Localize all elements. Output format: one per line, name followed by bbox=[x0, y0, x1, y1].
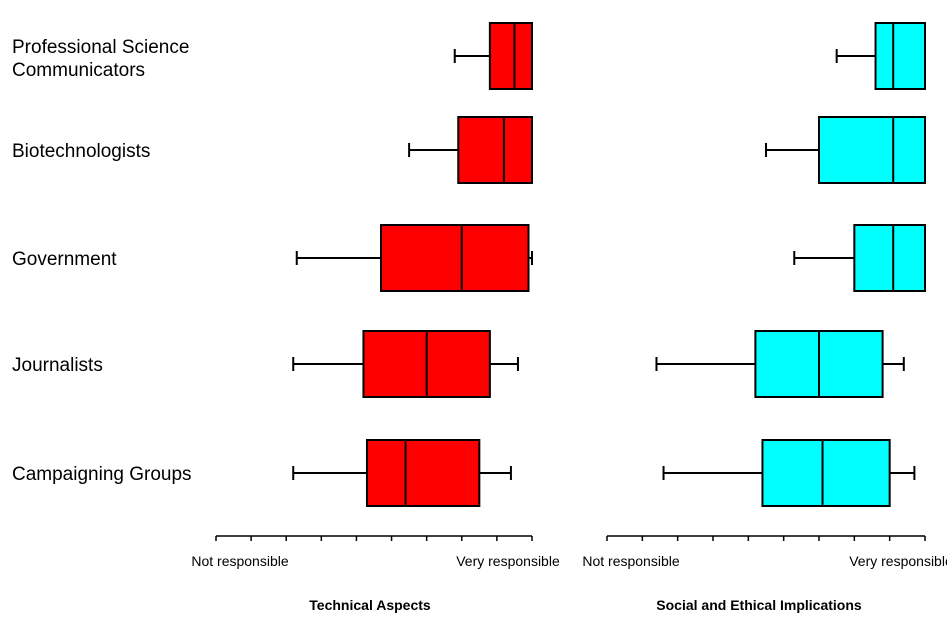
x-axis: Not responsible Very responsible bbox=[191, 535, 560, 569]
box-iqr bbox=[874, 22, 926, 90]
tick-label-max: Very responsible bbox=[456, 553, 560, 569]
category-label-line: Government bbox=[12, 249, 117, 270]
box-iqr bbox=[365, 439, 481, 507]
box-3 bbox=[292, 330, 519, 398]
x-axis: Not responsible Very responsible bbox=[582, 535, 947, 569]
box-4 bbox=[662, 439, 916, 507]
tick-label-min: Not responsible bbox=[582, 553, 679, 569]
box-3 bbox=[655, 330, 905, 398]
category-label-line: Biotechnologists bbox=[12, 141, 150, 162]
category-label-line: Communicators bbox=[12, 60, 145, 81]
panel-title: Social and Ethical Implications bbox=[656, 597, 862, 613]
box-2 bbox=[793, 224, 926, 292]
box-0 bbox=[453, 22, 534, 90]
category-labels: Professional Science Communicators Biotech… bbox=[12, 37, 192, 485]
box-2 bbox=[295, 224, 533, 292]
category-label-line: Journalists bbox=[12, 355, 103, 376]
technical-aspects-panel: Not responsible Very responsible Technical… bbox=[191, 22, 560, 613]
category-label: Journalists bbox=[12, 355, 103, 376]
box-0 bbox=[835, 22, 926, 90]
tick-label-min: Not responsible bbox=[191, 553, 288, 569]
category-label: Biotechnologists bbox=[12, 141, 150, 162]
box-iqr bbox=[818, 116, 926, 184]
tick-label-max: Very responsible bbox=[849, 553, 947, 569]
box-iqr bbox=[761, 439, 891, 507]
box-4 bbox=[292, 439, 512, 507]
category-label-line: Campaigning Groups bbox=[12, 464, 192, 485]
box-iqr bbox=[488, 22, 534, 90]
box-iqr bbox=[853, 224, 926, 292]
category-label-line: Professional Science bbox=[12, 37, 189, 58]
box-iqr bbox=[457, 116, 533, 184]
category-label: Professional Science Communicators bbox=[12, 37, 189, 81]
category-label: Government bbox=[12, 249, 117, 270]
box-1 bbox=[408, 116, 533, 184]
panel-title: Technical Aspects bbox=[309, 597, 431, 613]
category-label: Campaigning Groups bbox=[12, 464, 192, 485]
box-iqr bbox=[380, 224, 530, 292]
social-ethical-panel: Not responsible Very responsible Social an… bbox=[582, 22, 947, 613]
box-1 bbox=[765, 116, 926, 184]
